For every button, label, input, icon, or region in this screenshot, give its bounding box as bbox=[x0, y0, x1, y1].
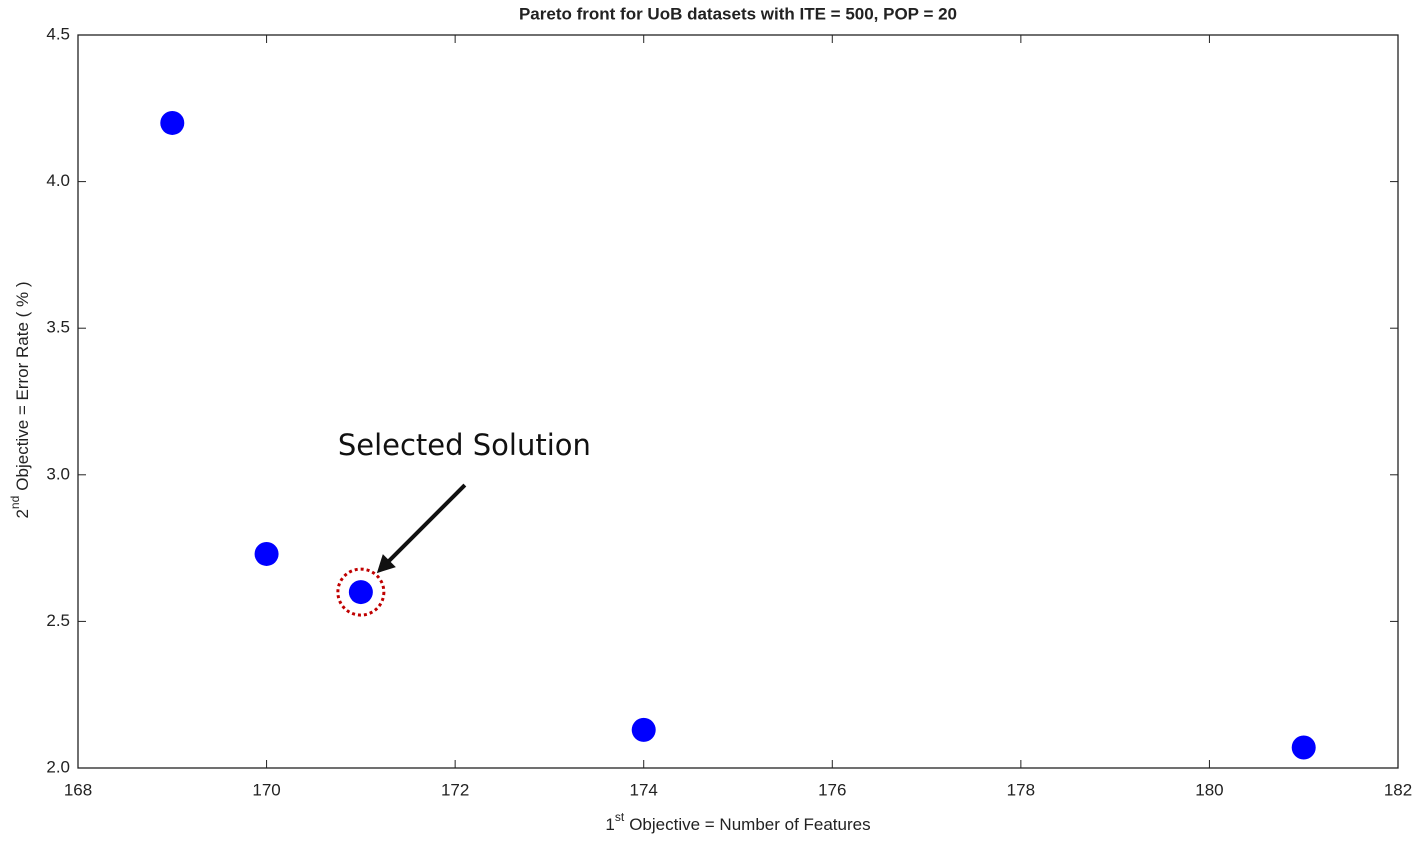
x-axis-label: 1st Objective = Number of Features bbox=[605, 810, 870, 834]
y-label-part: 2 bbox=[13, 509, 32, 518]
y-tick-label: 3.5 bbox=[46, 318, 70, 337]
y-tick-label: 3.0 bbox=[46, 464, 70, 483]
x-tick-label: 172 bbox=[441, 780, 469, 799]
highlight-ring bbox=[336, 567, 386, 617]
x-tick-label: 170 bbox=[252, 780, 280, 799]
annotation-arrow bbox=[385, 483, 467, 565]
y-tick-label: 2.5 bbox=[46, 611, 70, 630]
annotation-text: Selected Solution bbox=[338, 428, 591, 462]
point bbox=[254, 541, 279, 566]
x-label-part: 1 bbox=[605, 815, 614, 834]
x-tick-label: 178 bbox=[1007, 780, 1035, 799]
point bbox=[348, 580, 373, 605]
x-tick-label: 176 bbox=[818, 780, 846, 799]
y-axis-label: 2nd Objective = Error Rate ( % ) bbox=[8, 281, 32, 518]
chart-title: Pareto front for UoB datasets with ITE =… bbox=[519, 4, 957, 23]
x-label-sup: st bbox=[615, 810, 625, 824]
y-tick-label: 2.0 bbox=[46, 757, 70, 776]
x-tick-label: 180 bbox=[1195, 780, 1223, 799]
x-tick-label: 182 bbox=[1384, 780, 1412, 799]
annotation-arrowhead bbox=[376, 554, 396, 574]
point bbox=[1291, 735, 1316, 760]
x-label-part: Objective = Number of Features bbox=[629, 815, 870, 834]
plot-frame bbox=[77, 34, 1399, 769]
x-tick-label: 168 bbox=[64, 780, 92, 799]
y-label-part: Objective = Error Rate ( % ) bbox=[13, 281, 32, 490]
y-label-sup: nd bbox=[8, 496, 22, 509]
point bbox=[160, 110, 185, 135]
y-tick-label: 4.0 bbox=[46, 171, 70, 190]
x-tick-label: 174 bbox=[630, 780, 658, 799]
y-tick-label: 4.5 bbox=[46, 24, 70, 43]
point bbox=[631, 717, 656, 742]
